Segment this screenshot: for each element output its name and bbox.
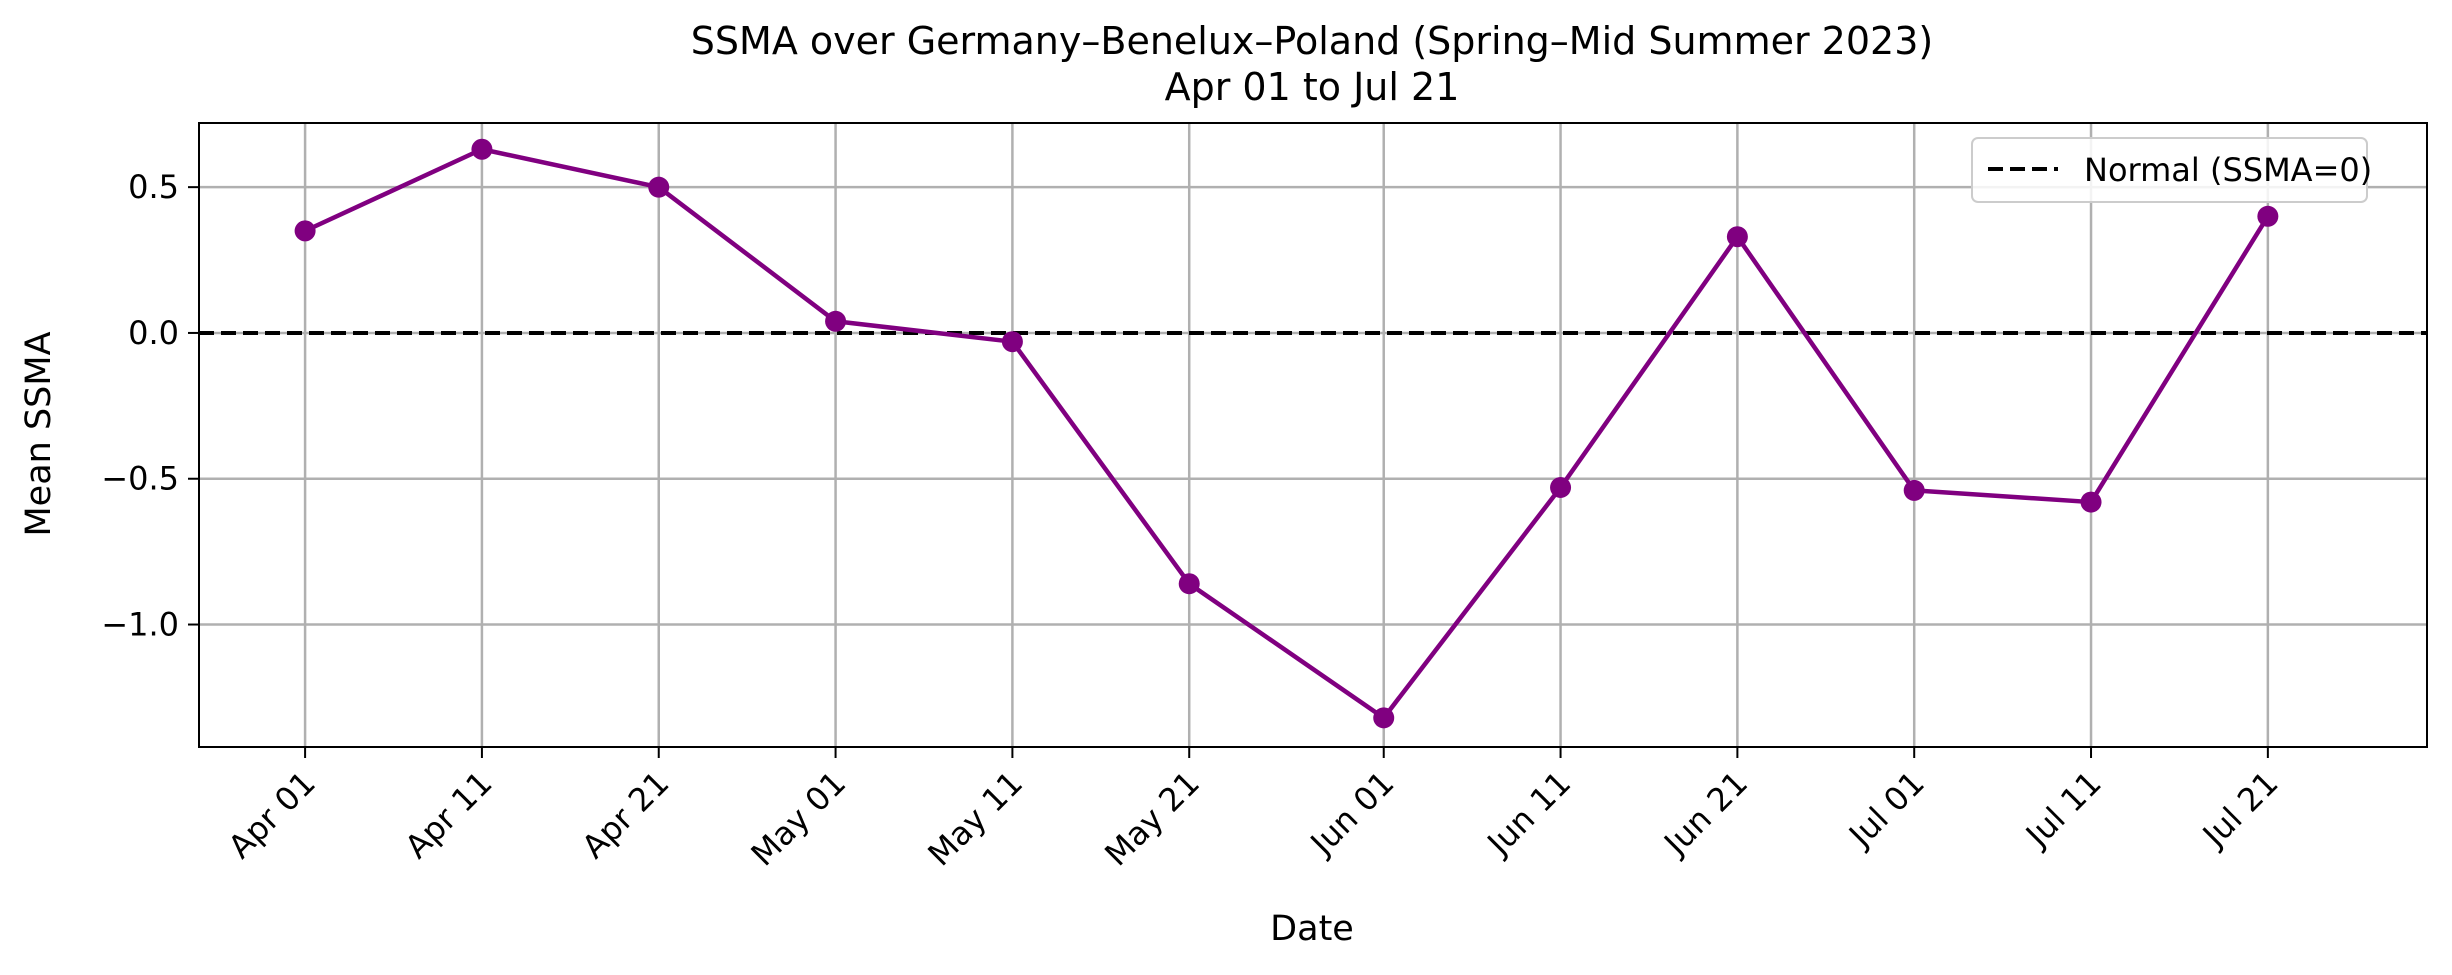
y-tick-label: 0.5 <box>128 168 179 206</box>
series-layer <box>294 138 2279 729</box>
data-point <box>2257 205 2279 227</box>
x-tick-label: Apr 11 <box>398 764 500 866</box>
x-tick-label: Apr 21 <box>574 764 676 866</box>
chart-title: SSMA over Germany–Benelux–Poland (Spring… <box>691 19 1933 63</box>
x-tick-label: May 21 <box>1097 764 1207 874</box>
y-axis-title: Mean SSMA <box>19 331 59 536</box>
ticks: Apr 01 Apr 11 Apr 21 May 01 May 11 May 21 Jun … <box>101 168 2285 873</box>
data-point <box>471 138 493 160</box>
data-point <box>2080 491 2102 513</box>
data-point <box>825 310 847 332</box>
y-tick-label: 0.0 <box>128 314 179 352</box>
x-tick-label: May 11 <box>920 764 1030 874</box>
legend-box <box>1971 137 2368 203</box>
x-tick-label: Jul 01 <box>1840 764 1932 856</box>
data-point <box>1001 331 1023 353</box>
plot-frame <box>198 122 2428 748</box>
data-point <box>1726 226 1748 248</box>
x-tick-label: Jun 11 <box>1479 764 1579 864</box>
data-point <box>1903 479 1925 501</box>
data-point <box>1178 573 1200 595</box>
data-point <box>294 220 316 242</box>
x-tick-label: Apr 01 <box>221 764 323 866</box>
x-tick-label: May 01 <box>744 764 854 874</box>
data-point <box>1373 707 1395 729</box>
grid <box>199 123 2427 747</box>
x-tick-label: Jun 01 <box>1302 764 1402 864</box>
x-tick-label: Jun 21 <box>1655 764 1755 864</box>
series-line <box>304 146 2270 721</box>
data-point <box>1550 476 1572 498</box>
chart-subtitle: Apr 01 to Jul 21 <box>1165 65 1460 109</box>
x-tick-label: Jul 11 <box>2017 764 2109 856</box>
legend-label: Normal (SSMA=0) <box>2084 151 2372 189</box>
x-axis-title: Date <box>1270 909 1354 949</box>
y-tick-label: −1.0 <box>101 606 179 644</box>
x-tick-label: Jul 21 <box>2194 764 2286 856</box>
data-point <box>648 176 670 198</box>
legend: Normal (SSMA=0) <box>1971 137 2372 203</box>
y-tick-label: −0.5 <box>101 460 179 498</box>
